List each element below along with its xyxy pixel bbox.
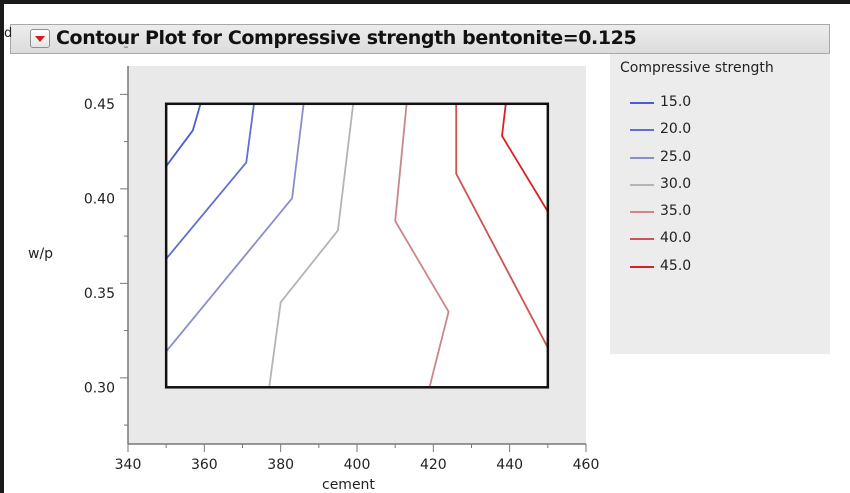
legend-item-15[interactable]: 15.0 [630,94,810,114]
y-tick-label: 0.35 [84,286,115,302]
y-tick-label: 0.45 [84,97,115,113]
legend-title: Compressive strength [620,60,774,76]
legend-label: 40.0 [660,230,692,246]
x-tick-label: 440 [496,457,523,473]
legend-panel [610,54,830,354]
legend-swatch [630,129,654,131]
plot-title: Contour Plot for Compressive strength be… [56,27,637,49]
contour-line-40-0 [455,103,549,349]
legend-label: 45.0 [660,258,692,274]
legend-item-35[interactable]: 35.0 [630,203,810,223]
contour-line-45-0 [501,103,549,212]
outline-edge-glyph: d [4,26,13,41]
legend-swatch [630,211,654,213]
legend-item-45[interactable]: 45.0 [630,258,810,278]
legend-label: 25.0 [660,149,692,165]
legend-item-25[interactable]: 25.0 [630,149,810,169]
legend-label: 20.0 [660,121,692,137]
red-triangle-menu-button[interactable] [30,29,50,48]
contour-line-35-0 [394,103,450,388]
legend-item-40[interactable]: 40.0 [630,230,810,250]
legend-label: 15.0 [660,94,692,110]
legend-swatch [630,157,654,159]
legend-label: 35.0 [660,203,692,219]
legend-swatch [630,238,654,240]
x-tick-label: 340 [115,457,142,473]
legend-item-20[interactable]: 20.0 [630,121,810,141]
y-tick-label: 0.40 [84,191,115,207]
legend-label: 30.0 [660,176,692,192]
report-outline-header [10,24,830,54]
x-tick-label: 400 [344,457,371,473]
contour-line-25-0 [165,103,305,352]
contour-line-15-0 [165,103,202,167]
x-tick-label: 420 [420,457,447,473]
x-tick-label: 360 [191,457,218,473]
x-tick-label: 380 [267,457,294,473]
y-tick-label: 0.30 [84,380,115,396]
contour-line-30-0 [268,103,355,388]
x-axis-label: cement [322,477,375,493]
legend-swatch [630,102,654,104]
y-axis-label: w/p [28,246,54,262]
x-tick-label: 460 [573,457,600,473]
legend-swatch [630,184,654,186]
data-region [166,103,548,388]
data-region-frame [164,102,550,389]
contour-line-20-0 [165,103,255,260]
legend-item-30[interactable]: 30.0 [630,176,810,196]
legend-swatch [630,266,654,268]
